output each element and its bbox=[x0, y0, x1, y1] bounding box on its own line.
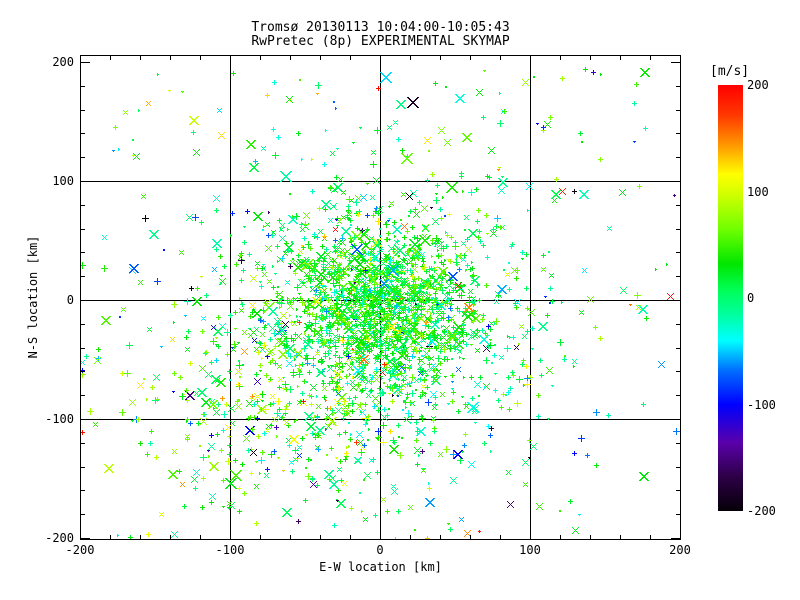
x-tick-label: 0 bbox=[376, 543, 384, 557]
colorbar-tick-label: -100 bbox=[747, 397, 776, 412]
chart-subtitle: RwPretec (8p) EXPERIMENTAL SKYMAP bbox=[251, 34, 510, 49]
y-tick-label: -200 bbox=[45, 531, 74, 545]
x-tick-label: -200 bbox=[65, 543, 95, 557]
colorbar-gradient bbox=[718, 85, 743, 511]
y-tick-label: 100 bbox=[52, 174, 74, 188]
x-tick-label: -100 bbox=[215, 543, 245, 557]
y-tick-label: 200 bbox=[52, 55, 74, 69]
skymap-scatter-canvas bbox=[80, 55, 681, 540]
colorbar-unit-label: [m/s] bbox=[710, 64, 750, 79]
colorbar-tick-label: 200 bbox=[747, 78, 769, 92]
colorbar-tick-label: -200 bbox=[747, 504, 776, 518]
chart-title: Tromsø 20130113 10:04:00-10:05:43 bbox=[251, 20, 510, 35]
y-tick-label: -100 bbox=[45, 412, 74, 426]
x-tick-label: 100 bbox=[519, 543, 541, 557]
colorbar-tick-label: 0 bbox=[747, 291, 755, 305]
x-axis-title: E-W location [km] bbox=[319, 560, 442, 574]
colorbar-tick-label: 100 bbox=[747, 184, 769, 199]
chart-header: Tromsø 20130113 10:04:00-10:05:43 RwPret… bbox=[80, 21, 681, 49]
y-tick-label: 0 bbox=[66, 293, 74, 307]
x-tick-label: 200 bbox=[669, 543, 691, 557]
